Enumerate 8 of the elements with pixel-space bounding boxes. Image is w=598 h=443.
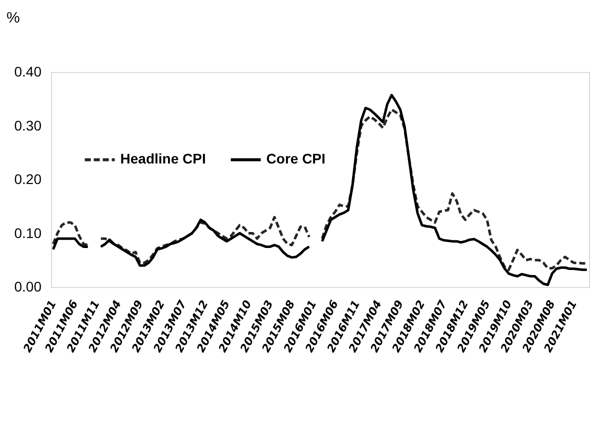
legend-label: Core CPI <box>266 150 326 167</box>
y-tick-label: 0.10 <box>14 224 42 241</box>
y-tick-label: 0.20 <box>14 171 42 187</box>
y-tick-label: 0.40 <box>14 64 42 80</box>
legend-label: Headline CPI <box>120 150 206 167</box>
y-axis-title: % <box>6 10 20 26</box>
y-tick-label: 0.30 <box>14 117 42 134</box>
y-tick-label: 0.00 <box>14 278 42 294</box>
